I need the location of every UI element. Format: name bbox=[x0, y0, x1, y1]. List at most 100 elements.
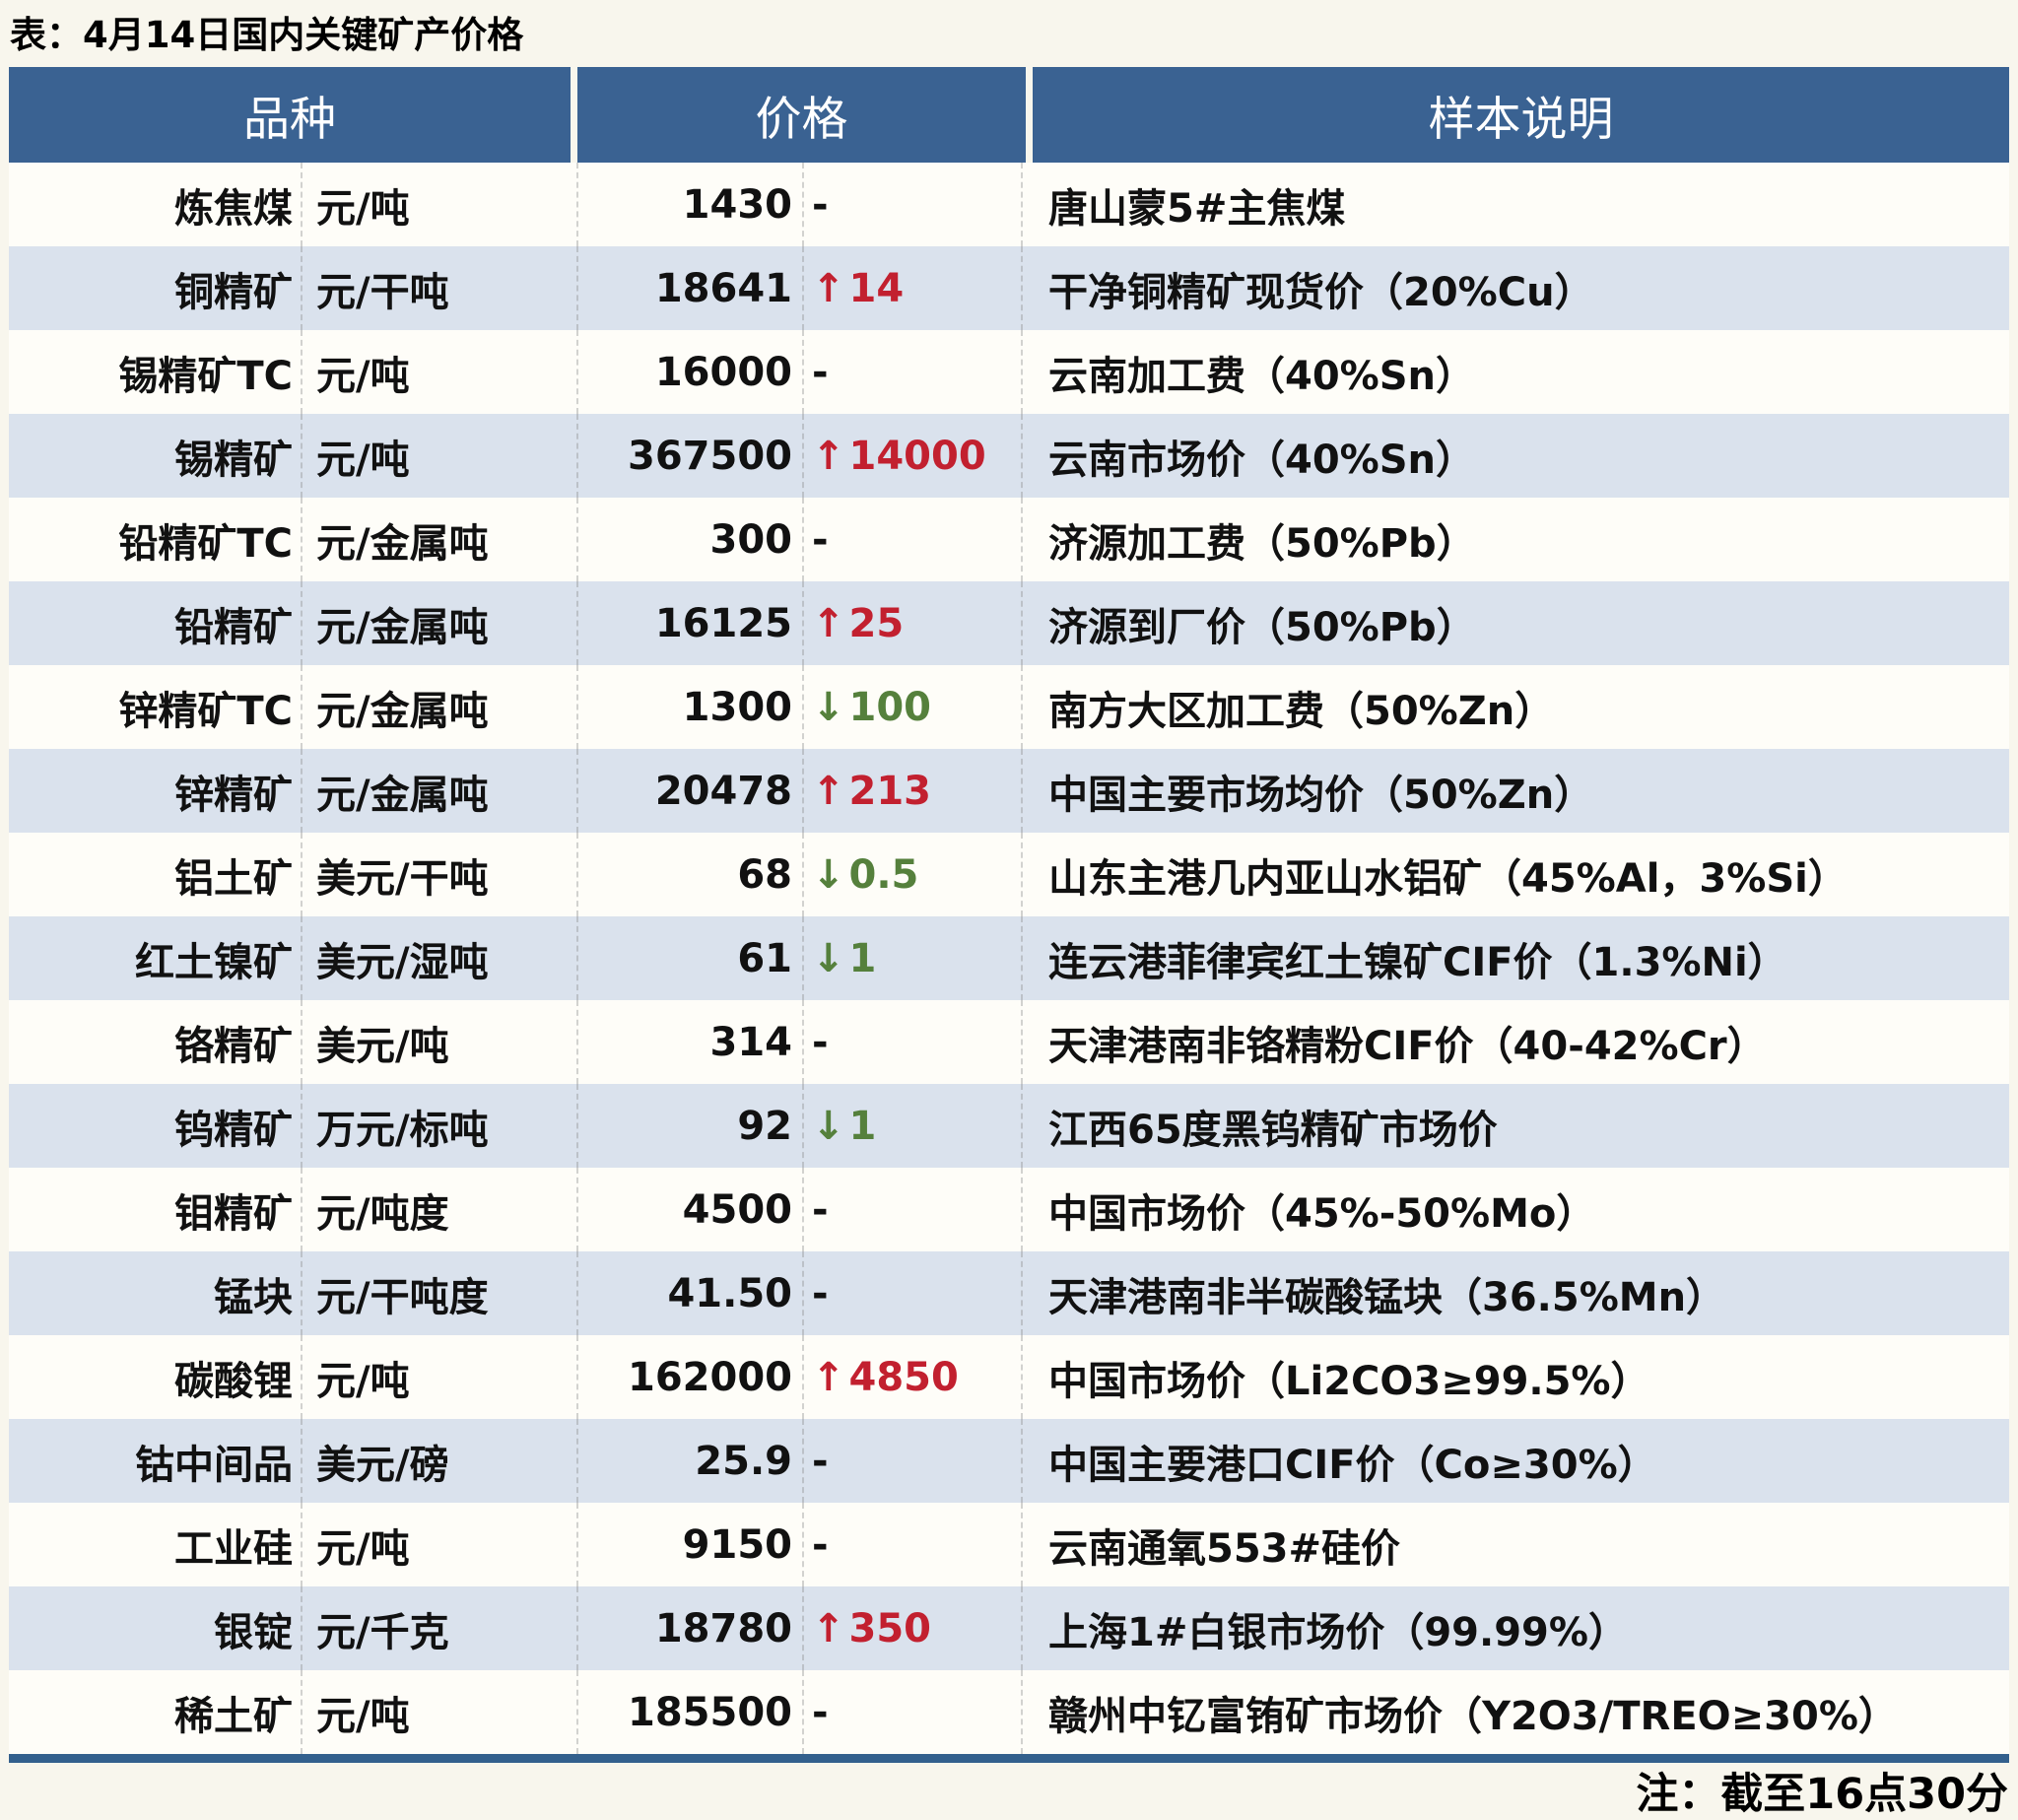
price-table: 品种 价格 样本说明 炼焦煤 元/吨 1430 - 唐山蒙5#主焦煤 铜精矿 元… bbox=[9, 67, 2009, 1754]
mineral-name: 锌精矿TC bbox=[9, 665, 303, 749]
price-unit: 元/干吨 bbox=[303, 246, 578, 330]
sample-description: 济源加工费（50%Pb） bbox=[1048, 520, 1476, 567]
price-value: 314 bbox=[578, 1000, 804, 1084]
price-change: - bbox=[804, 1419, 1023, 1503]
mineral-name: 工业硅 bbox=[9, 1503, 303, 1586]
price-change: - bbox=[804, 1503, 1023, 1586]
mineral-name: 锡精矿TC bbox=[9, 330, 303, 414]
sample-description: 中国市场价（Li2CO3≥99.5%） bbox=[1048, 1358, 1650, 1404]
mineral-name: 铅精矿 bbox=[9, 581, 303, 665]
sample-description: 唐山蒙5#主焦煤 bbox=[1048, 185, 1346, 232]
table-row: 工业硅 元/吨 9150 - 云南通氧553#硅价 bbox=[9, 1503, 2009, 1586]
table-row: 银锭 元/千克 18780 ↑ 350 上海1#白银市场价（99.99%） bbox=[9, 1586, 2009, 1670]
header-cell-price: 价格 bbox=[577, 67, 1026, 163]
up-arrow-icon: ↑ bbox=[812, 768, 845, 814]
mineral-name: 银锭 bbox=[9, 1586, 303, 1670]
mineral-name: 稀土矿 bbox=[9, 1670, 303, 1754]
price-value: 9150 bbox=[578, 1503, 804, 1586]
price-value: 25.9 bbox=[578, 1419, 804, 1503]
mineral-name: 铅精矿TC bbox=[9, 498, 303, 581]
mineral-name: 铬精矿 bbox=[9, 1000, 303, 1084]
table-row: 锡精矿 元/吨 367500 ↑ 14000 云南市场价（40%Sn） bbox=[9, 414, 2009, 498]
footnote: 注：截至16点30分 bbox=[1636, 1770, 2008, 1819]
price-value: 61 bbox=[578, 916, 804, 1000]
price-change: - bbox=[804, 1168, 1023, 1251]
price-value: 4500 bbox=[578, 1168, 804, 1251]
table-row: 锰块 元/干吨度 41.50 - 天津港南非半碳酸锰块（36.5%Mn） bbox=[9, 1251, 2009, 1335]
price-unit: 元/吨 bbox=[303, 1335, 578, 1419]
table-row: 锡精矿TC 元/吨 16000 - 云南加工费（40%Sn） bbox=[9, 330, 2009, 414]
mineral-name: 钼精矿 bbox=[9, 1168, 303, 1251]
table-row: 钴中间品 美元/磅 25.9 - 中国主要港口CIF价（Co≥30%） bbox=[9, 1419, 2009, 1503]
mineral-name: 钨精矿 bbox=[9, 1084, 303, 1168]
down-arrow-icon: ↓ bbox=[812, 851, 845, 898]
table-row: 铜精矿 元/干吨 18641 ↑ 14 干净铜精矿现货价（20%Cu） bbox=[9, 246, 2009, 330]
price-unit: 元/金属吨 bbox=[303, 581, 578, 665]
price-unit: 元/吨 bbox=[303, 330, 578, 414]
price-unit: 元/干吨度 bbox=[303, 1251, 578, 1335]
price-change: ↑ 4850 bbox=[804, 1335, 1023, 1419]
price-unit: 美元/磅 bbox=[303, 1419, 578, 1503]
table-row: 钨精矿 万元/标吨 92 ↓ 1 江西65度黑钨精矿市场价 bbox=[9, 1084, 2009, 1168]
price-unit: 美元/干吨 bbox=[303, 833, 578, 916]
price-change: ↑ 14 bbox=[804, 246, 1023, 330]
price-change: ↑ 14000 bbox=[804, 414, 1023, 498]
sample-description: 连云港菲律宾红土镍矿CIF价（1.3%Ni） bbox=[1048, 939, 1787, 985]
price-value: 1430 bbox=[578, 163, 804, 246]
table-row: 碳酸锂 元/吨 162000 ↑ 4850 中国市场价（Li2CO3≥99.5%） bbox=[9, 1335, 2009, 1419]
mineral-name: 锌精矿 bbox=[9, 749, 303, 833]
price-change: - bbox=[804, 1000, 1023, 1084]
sample-description: 山东主港几内亚山水铝矿（45%Al，3%Si） bbox=[1048, 855, 1848, 902]
mineral-name: 钴中间品 bbox=[9, 1419, 303, 1503]
price-change: ↑ 213 bbox=[804, 749, 1023, 833]
table-bottom-border bbox=[9, 1754, 2009, 1763]
sample-description: 天津港南非铬精粉CIF价（40-42%Cr） bbox=[1048, 1023, 1767, 1069]
price-change: ↓ 1 bbox=[804, 916, 1023, 1000]
table-row: 稀土矿 元/吨 185500 - 赣州中钇富铕矿市场价（Y2O3/TREO≥30… bbox=[9, 1670, 2009, 1754]
price-unit: 元/千克 bbox=[303, 1586, 578, 1670]
table-row: 红土镍矿 美元/湿吨 61 ↓ 1 连云港菲律宾红土镍矿CIF价（1.3%Ni） bbox=[9, 916, 2009, 1000]
price-value: 16125 bbox=[578, 581, 804, 665]
sample-description: 中国市场价（45%-50%Mo） bbox=[1048, 1190, 1596, 1237]
price-value: 16000 bbox=[578, 330, 804, 414]
price-change: ↑ 25 bbox=[804, 581, 1023, 665]
sample-description: 上海1#白银市场价（99.99%） bbox=[1048, 1609, 1628, 1655]
up-arrow-icon: ↑ bbox=[812, 1605, 845, 1651]
table-row: 炼焦煤 元/吨 1430 - 唐山蒙5#主焦煤 bbox=[9, 163, 2009, 246]
sample-description: 赣州中钇富铕矿市场价（Y2O3/TREO≥30%） bbox=[1048, 1693, 1898, 1739]
table-row: 铅精矿 元/金属吨 16125 ↑ 25 济源到厂价（50%Pb） bbox=[9, 581, 2009, 665]
table-row: 铬精矿 美元/吨 314 - 天津港南非铬精粉CIF价（40-42%Cr） bbox=[9, 1000, 2009, 1084]
sample-description: 中国主要港口CIF价（Co≥30%） bbox=[1048, 1442, 1657, 1488]
mineral-name: 锡精矿 bbox=[9, 414, 303, 498]
price-value: 1300 bbox=[578, 665, 804, 749]
price-change: - bbox=[804, 1670, 1023, 1754]
mineral-name: 炼焦煤 bbox=[9, 163, 303, 246]
price-value: 185500 bbox=[578, 1670, 804, 1754]
sample-description: 云南加工费（40%Sn） bbox=[1048, 353, 1476, 399]
price-change: ↓ 100 bbox=[804, 665, 1023, 749]
price-unit: 元/吨 bbox=[303, 1503, 578, 1586]
price-value: 300 bbox=[578, 498, 804, 581]
mineral-name: 锰块 bbox=[9, 1251, 303, 1335]
table-header: 品种 价格 样本说明 bbox=[9, 67, 2009, 163]
table-row: 锌精矿TC 元/金属吨 1300 ↓ 100 南方大区加工费（50%Zn） bbox=[9, 665, 2009, 749]
sample-description: 中国主要市场均价（50%Zn） bbox=[1048, 772, 1594, 818]
price-value: 20478 bbox=[578, 749, 804, 833]
mineral-name: 铝土矿 bbox=[9, 833, 303, 916]
page-title: 表：4月14日国内关键矿产价格 bbox=[10, 14, 524, 56]
price-value: 367500 bbox=[578, 414, 804, 498]
sample-description: 云南通氧553#硅价 bbox=[1048, 1525, 1401, 1572]
table-row: 铝土矿 美元/干吨 68 ↓ 0.5 山东主港几内亚山水铝矿（45%Al，3%Si… bbox=[9, 833, 2009, 916]
mineral-name: 碳酸锂 bbox=[9, 1335, 303, 1419]
sample-description: 干净铜精矿现货价（20%Cu） bbox=[1048, 269, 1594, 315]
price-unit: 元/吨 bbox=[303, 414, 578, 498]
down-arrow-icon: ↓ bbox=[812, 684, 845, 730]
price-change: - bbox=[804, 498, 1023, 581]
price-value: 18641 bbox=[578, 246, 804, 330]
sample-description: 云南市场价（40%Sn） bbox=[1048, 437, 1476, 483]
up-arrow-icon: ↑ bbox=[812, 433, 845, 479]
price-unit: 美元/吨 bbox=[303, 1000, 578, 1084]
price-unit: 万元/标吨 bbox=[303, 1084, 578, 1168]
price-unit: 元/吨 bbox=[303, 1670, 578, 1754]
price-change: - bbox=[804, 330, 1023, 414]
